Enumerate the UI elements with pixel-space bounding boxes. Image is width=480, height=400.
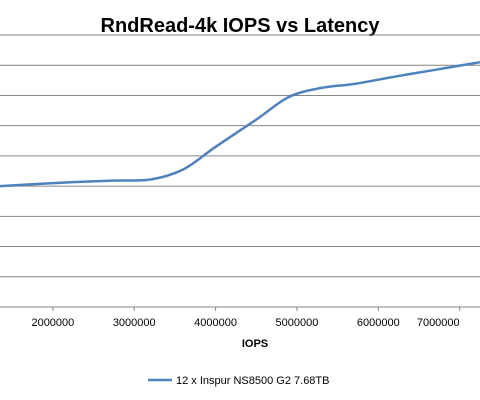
x-tick-label: 7000000 xyxy=(417,317,460,329)
series-layer xyxy=(0,60,480,188)
legend-label: 12 x Inspur NS8500 G2 7.68TB xyxy=(176,375,329,387)
x-tick-label: 5000000 xyxy=(276,317,319,329)
series-line xyxy=(0,60,480,188)
x-axis-title: IOPS xyxy=(242,338,268,350)
chart-title: RndRead-4k IOPS vs Latency xyxy=(101,15,381,37)
x-tick-label: 6000000 xyxy=(357,317,400,329)
x-tick-label: 3000000 xyxy=(113,317,156,329)
x-tick-label: 4000000 xyxy=(194,317,237,329)
x-axis-ticks: 2000000 3000000 4000000 5000000 6000000 70000… xyxy=(31,307,461,329)
legend: 12 x Inspur NS8500 G2 7.68TB xyxy=(148,375,329,387)
gridlines xyxy=(0,34,480,308)
x-tick-label: 2000000 xyxy=(31,317,74,329)
